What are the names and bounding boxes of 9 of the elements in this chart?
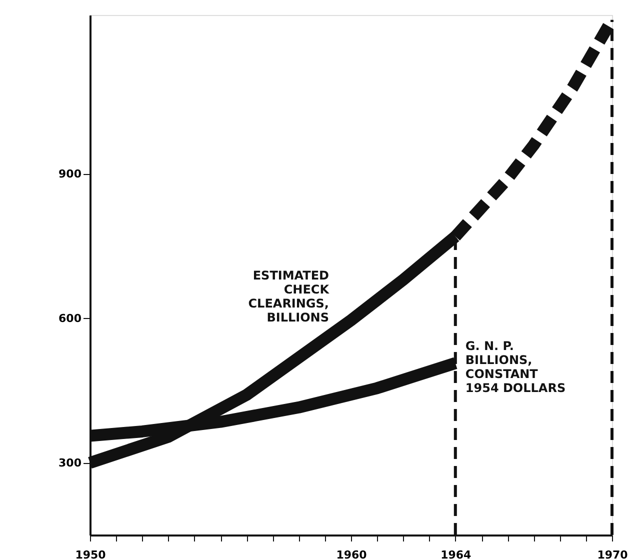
x-tick-label: 1970 xyxy=(597,548,628,559)
x-tick-label: 1950 xyxy=(75,548,106,559)
y-tick-label: 600 xyxy=(58,312,82,325)
series-label: G. N. P. BILLIONS, CONSTANT 1954 DOLLARS xyxy=(465,339,566,396)
y-tick-label: 300 xyxy=(58,456,82,470)
x-tick-label: 1960 xyxy=(336,548,368,559)
x-tick-label: 1964 xyxy=(440,548,472,559)
series-label: ESTIMATED CHECK CLEARINGS, BILLIONS xyxy=(248,268,330,324)
y-tick-label: 900 xyxy=(58,167,82,180)
